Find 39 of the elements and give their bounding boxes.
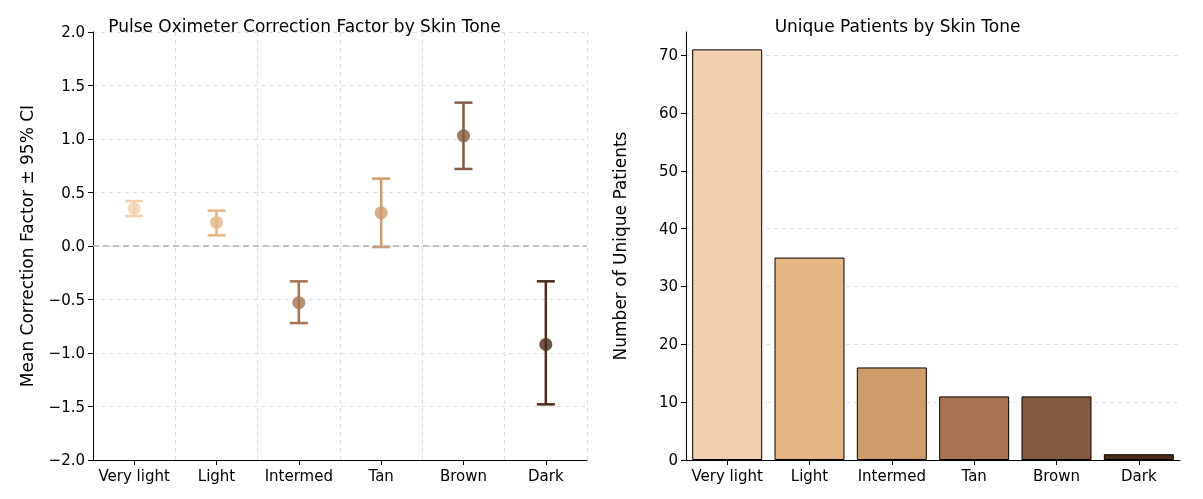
x-tick-label: Very light (98, 466, 170, 485)
point (539, 337, 553, 351)
y-tick-label: 2.0 (61, 23, 85, 41)
y-tick-label: 1.5 (61, 76, 85, 95)
point (292, 296, 306, 310)
x-tick-label: Tan (960, 466, 987, 485)
y-tick-label: 0 (668, 451, 678, 469)
y-tick-label: 1.0 (61, 130, 85, 148)
x-tick-label: Dark (1121, 466, 1157, 485)
y-tick-label: 10 (658, 393, 678, 412)
x-tick-label: Very light (691, 466, 763, 485)
x-tick-label: Intermed (857, 466, 926, 485)
x-tick-label: Brown (439, 466, 488, 485)
y-tick-label: −2.0 (48, 451, 85, 469)
chart-title: Pulse Oximeter Correction Factor by Skin Tone (108, 15, 501, 36)
y-tick-label: 60 (658, 103, 678, 122)
y-tick-label: −1.5 (48, 397, 85, 416)
x-tick-label: Intermed (264, 466, 333, 485)
x-tick-label: Light (197, 466, 236, 485)
y-tick-label: 0.0 (61, 237, 85, 255)
point (127, 202, 141, 216)
y-tick-label: 30 (658, 277, 678, 296)
y-tick-label: 20 (658, 335, 678, 354)
x-tick-label: Tan (367, 466, 394, 485)
point (210, 215, 223, 229)
x-tick-label: Brown (1032, 466, 1081, 485)
y-tick-label: 40 (658, 219, 678, 238)
point (457, 129, 470, 143)
y-tick-label: −0.5 (48, 290, 85, 309)
x-tick-label: Dark (528, 466, 564, 485)
y-axis-title: Number of Unique Patients (609, 131, 630, 361)
y-axis-title: Mean Correction Factor ± 95% CI (16, 104, 37, 388)
y-tick-label: 50 (658, 161, 678, 180)
x-tick-label: Light (790, 466, 829, 485)
chart-title: Unique Patients by Skin Tone (774, 15, 1021, 36)
y-tick-label: 70 (658, 46, 678, 65)
y-tick-label: −1.0 (48, 344, 85, 362)
y-tick-label: 0.5 (61, 183, 85, 202)
point (374, 206, 388, 220)
